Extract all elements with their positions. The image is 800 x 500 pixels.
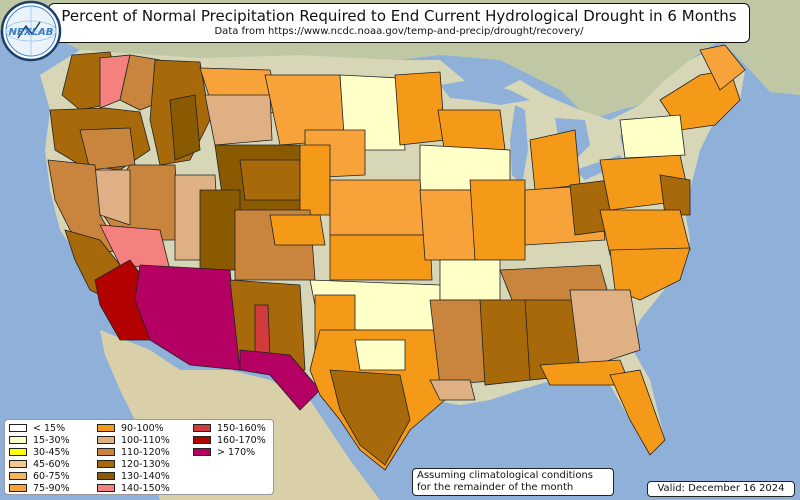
- region-gulf-coast: [429, 379, 476, 401]
- legend-item: 160-170%: [193, 434, 273, 446]
- region-colorado-front: [269, 214, 326, 246]
- legend-item: 130-140%: [97, 470, 193, 482]
- lake-michigan: [510, 105, 528, 185]
- region-idaho-dark: [169, 94, 201, 161]
- region-georgia: [569, 289, 641, 371]
- legend-swatch: [97, 436, 115, 444]
- nexlab-logo: NEXLAB: [0, 0, 62, 62]
- region-utah-east: [199, 189, 241, 271]
- region-arizona: [134, 264, 241, 371]
- map-title: Percent of Normal Precipitation Required…: [61, 7, 737, 25]
- region-west-texas: [239, 349, 321, 411]
- region-panhandle: [539, 359, 631, 386]
- legend-label: 110-120%: [121, 446, 170, 458]
- region-michigan: [529, 129, 581, 191]
- legend-item: 45-60%: [9, 458, 97, 470]
- region-minnesota: [394, 71, 446, 146]
- legend-item: 150-160%: [193, 422, 273, 434]
- legend-label: 75-90%: [33, 482, 70, 494]
- logo-text: NEXLAB: [9, 27, 54, 38]
- legend-label: 120-130%: [121, 458, 170, 470]
- legend-label: 15-30%: [33, 434, 70, 446]
- legend-item: 90-100%: [97, 422, 193, 434]
- lake-superior: [440, 80, 530, 105]
- legend-swatch: [193, 436, 211, 444]
- legend-swatch: [9, 484, 27, 492]
- legend-item: 30-45%: [9, 446, 97, 458]
- note-line-1: Assuming climatological conditions: [417, 470, 593, 481]
- region-wyoming-inner: [239, 159, 301, 201]
- region-texas-south: [329, 369, 411, 466]
- region-nebraska: [329, 179, 426, 236]
- region-virginia: [599, 209, 691, 256]
- region-arkansas: [439, 259, 501, 301]
- region-north-carolina: [609, 247, 691, 301]
- region-new-york: [619, 114, 686, 159]
- legend-swatch: [97, 484, 115, 492]
- legend-label: 90-100%: [121, 422, 164, 434]
- title-box: Percent of Normal Precipitation Required…: [48, 3, 750, 43]
- legend-label: 60-75%: [33, 470, 70, 482]
- legend-swatch: [9, 424, 27, 432]
- assumption-note: Assuming climatological conditions for t…: [412, 468, 614, 496]
- legend-label: 150-160%: [217, 422, 266, 434]
- legend-grid: < 15% 15-30% 30-45% 45-60% 60-75% 75-90%…: [9, 422, 273, 494]
- legend-swatch: [97, 460, 115, 468]
- legend-label: < 15%: [33, 422, 66, 434]
- legend-label: 45-60%: [33, 458, 70, 470]
- legend-label: > 170%: [217, 446, 256, 458]
- legend-label: 30-45%: [33, 446, 70, 458]
- region-florida: [609, 369, 666, 456]
- note-line-2: for the remainder of the month: [417, 482, 574, 493]
- region-mid-atlantic: [659, 174, 691, 216]
- legend-label: 140-150%: [121, 482, 170, 494]
- legend-label: 130-140%: [121, 470, 170, 482]
- valid-date: Valid: December 16 2024: [657, 483, 785, 494]
- legend-swatch: [193, 448, 211, 456]
- legend-item: 75-90%: [9, 482, 97, 494]
- legend-swatch: [9, 448, 27, 456]
- legend-item: 140-150%: [97, 482, 193, 494]
- legend-item: < 15%: [9, 422, 97, 434]
- legend-item: 60-75%: [9, 470, 97, 482]
- region-illinois: [469, 179, 526, 261]
- legend-item: > 170%: [193, 446, 273, 458]
- legend-swatch: [9, 436, 27, 444]
- legend-swatch: [9, 460, 27, 468]
- legend: < 15% 15-30% 30-45% 45-60% 60-75% 75-90%…: [4, 419, 274, 495]
- region-mississippi: [479, 299, 531, 386]
- legend-item: 100-110%: [97, 434, 193, 446]
- legend-swatch: [193, 424, 211, 432]
- legend-swatch: [97, 472, 115, 480]
- region-nm-red: [254, 304, 271, 356]
- legend-swatch: [97, 448, 115, 456]
- legend-swatch: [9, 472, 27, 480]
- legend-label: 160-170%: [217, 434, 266, 446]
- region-maine: [699, 44, 746, 91]
- region-ne-west: [299, 144, 331, 216]
- region-montana-central: [204, 94, 273, 146]
- region-or-central: [79, 127, 136, 171]
- legend-label: 100-110%: [121, 434, 170, 446]
- legend-item: 110-120%: [97, 446, 193, 458]
- legend-swatch: [97, 424, 115, 432]
- valid-date-box: Valid: December 16 2024: [647, 481, 795, 497]
- legend-item: 120-130%: [97, 458, 193, 470]
- region-texas-central: [354, 339, 406, 371]
- legend-item: 15-30%: [9, 434, 97, 446]
- map-subtitle: Data from https://www.ncdc.noaa.gov/temp…: [214, 26, 584, 37]
- region-kansas: [329, 234, 433, 281]
